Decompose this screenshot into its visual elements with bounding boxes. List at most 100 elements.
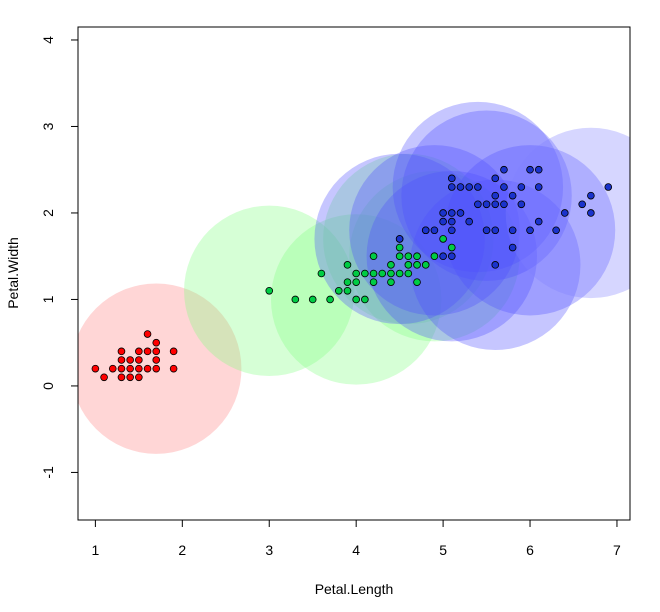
data-point: [100, 373, 108, 382]
data-point: [500, 200, 508, 209]
data-point: [587, 191, 595, 200]
data-point: [413, 278, 421, 286]
data-point: [265, 286, 274, 295]
data-points: [91, 165, 613, 382]
data-point: [482, 226, 491, 235]
data-point: [500, 165, 508, 174]
data-point: [395, 243, 404, 252]
data-point: [135, 356, 143, 364]
data-point: [447, 217, 456, 226]
data-point: [143, 364, 152, 373]
data-point: [587, 209, 595, 217]
x-tick-label: 2: [178, 542, 186, 558]
x-axis: 1 2 3 4 5 6 7: [91, 519, 621, 558]
data-point: [291, 295, 300, 304]
y-tick-label: 4: [40, 36, 56, 44]
data-point: [135, 364, 143, 373]
data-point: [404, 269, 413, 278]
data-point: [439, 252, 447, 261]
data-point: [117, 347, 126, 356]
data-point: [447, 243, 456, 252]
data-point: [447, 252, 456, 261]
y-tick-label: -1: [40, 466, 56, 479]
data-point: [474, 183, 482, 191]
data-point: [152, 356, 161, 364]
data-point: [395, 235, 404, 243]
data-point: [126, 373, 134, 382]
data-point: [395, 269, 404, 278]
data-point: [117, 356, 126, 364]
data-point: [508, 243, 517, 252]
y-axis: -1 0 1 2 3 4: [40, 36, 79, 479]
y-tick-label: 3: [40, 122, 56, 130]
data-point: [508, 191, 517, 200]
data-point: [421, 226, 430, 235]
data-point: [108, 364, 117, 373]
data-point: [126, 356, 134, 364]
data-point: [326, 295, 334, 304]
data-point: [378, 269, 387, 278]
data-point: [456, 209, 465, 217]
data-point: [534, 183, 543, 191]
data-point: [387, 261, 395, 269]
data-point: [308, 295, 317, 304]
x-tick-label: 5: [439, 542, 447, 558]
x-tick-label: 3: [265, 542, 273, 558]
data-point: [517, 183, 526, 191]
data-point: [508, 226, 517, 235]
data-point: [421, 261, 430, 269]
data-point: [135, 373, 143, 382]
data-point: [369, 269, 378, 278]
data-point: [491, 261, 500, 269]
data-point: [143, 347, 152, 356]
data-point: [447, 174, 456, 183]
data-point: [361, 295, 369, 304]
y-tick-label: 0: [40, 382, 56, 390]
data-point: [352, 295, 360, 304]
data-point: [465, 217, 473, 226]
data-point: [152, 364, 161, 373]
x-tick-label: 4: [352, 542, 360, 558]
data-point: [517, 200, 526, 209]
data-point: [352, 269, 360, 278]
data-point: [456, 183, 465, 191]
data-point: [169, 364, 178, 373]
data-point: [439, 235, 447, 243]
data-point: [491, 226, 500, 235]
data-point: [117, 364, 126, 373]
data-point: [343, 261, 352, 269]
data-point: [578, 200, 586, 209]
data-point: [552, 226, 560, 235]
data-point: [491, 174, 500, 183]
data-point: [387, 278, 395, 286]
data-point: [395, 252, 404, 261]
data-point: [352, 278, 360, 286]
data-point: [482, 200, 491, 209]
data-point: [361, 269, 369, 278]
data-point: [343, 278, 352, 286]
data-point: [152, 347, 161, 356]
data-point: [447, 226, 456, 235]
x-tick-label: 1: [91, 542, 99, 558]
data-point: [526, 165, 534, 174]
data-point: [317, 269, 326, 278]
data-point: [404, 252, 413, 261]
data-point: [439, 209, 447, 217]
data-point: [404, 261, 413, 269]
data-point: [465, 183, 473, 191]
data-point: [604, 183, 613, 191]
x-tick-label: 6: [526, 542, 534, 558]
x-axis-title: Petal.Length: [315, 581, 394, 597]
data-point: [534, 217, 543, 226]
data-point: [447, 183, 456, 191]
data-point: [491, 200, 500, 209]
data-point: [413, 261, 421, 269]
data-point: [369, 278, 378, 286]
data-point: [430, 252, 439, 261]
data-point: [491, 191, 500, 200]
y-tick-label: 1: [40, 295, 56, 303]
data-point: [91, 364, 100, 373]
data-point: [534, 165, 543, 174]
data-point: [343, 286, 352, 295]
